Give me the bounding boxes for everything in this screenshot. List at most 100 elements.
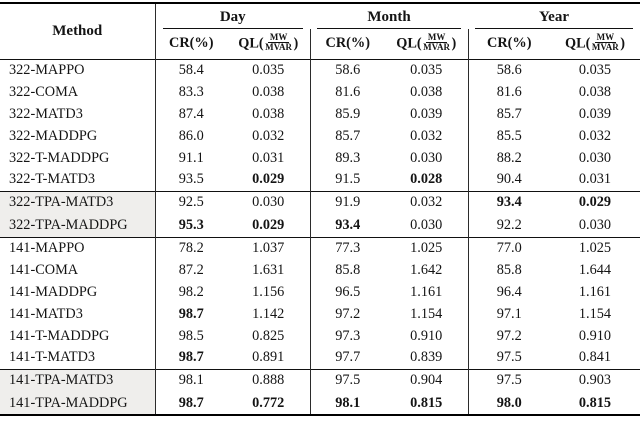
value-cell: 98.1 (178, 372, 204, 389)
value-cell: 85.7 (467, 103, 550, 125)
method-cell: 322-MADDPG (0, 125, 156, 147)
method-cell: 322-T-MADDPG (0, 147, 156, 169)
ql-fraction: MW MVAR (422, 31, 451, 53)
subheader-ql-month: QL(MW MVAR) (385, 29, 468, 59)
value-cell: 90.4 (467, 169, 550, 191)
value-cell: 58.6 (467, 59, 550, 81)
month-group-rule: Month (317, 9, 461, 29)
value-cell: 98.0 (467, 392, 550, 415)
value-cell: 0.038 (578, 83, 612, 100)
value-cell: 0.888 (252, 372, 285, 389)
value-cell: 77.3 (309, 237, 385, 259)
method-cell: 141-COMA (0, 259, 156, 281)
method-cell: 141-MAPPO (0, 237, 156, 259)
group-header-year: Year (468, 3, 640, 29)
value-cell: 97.2 (467, 325, 550, 347)
value-cell: 98.7 (178, 349, 204, 366)
table-row: 322-MADDPG 86.0 0.032 85.7 0.032 85.5 0.032 (0, 125, 640, 147)
ql-denominator: MVAR (423, 42, 450, 53)
value-cell: 97.7 (309, 347, 385, 369)
value-cell: 0.035 (252, 61, 285, 78)
value-cell: 0.772 (252, 394, 285, 411)
ql-suffix: ) (451, 35, 457, 52)
value-cell: 1.154 (578, 305, 612, 322)
ql-suffix: ) (293, 35, 299, 52)
value-cell: 0.038 (410, 83, 443, 100)
value-cell: 1.142 (252, 305, 285, 322)
value-cell: 91.9 (309, 191, 385, 214)
value-cell: 0.825 (252, 327, 285, 344)
day-group-rule: Day (162, 9, 303, 29)
value-cell: 85.7 (309, 125, 385, 147)
value-cell: 97.3 (309, 325, 385, 347)
value-cell: 98.7 (178, 394, 204, 411)
value-cell: 0.903 (578, 372, 612, 389)
value-cell: 0.030 (410, 216, 443, 233)
value-cell: 1.161 (410, 283, 443, 300)
table-row: 322-T-MATD3 93.5 0.029 91.5 0.028 90.4 0.031 (0, 169, 640, 191)
value-cell: 0.815 (578, 394, 612, 411)
ql-denominator: MVAR (265, 42, 292, 53)
value-cell: 93.5 (178, 171, 204, 188)
method-cell: 322-COMA (0, 81, 156, 103)
value-cell: 0.910 (578, 327, 612, 344)
day-group-label: Day (219, 9, 246, 25)
ql-suffix: ) (620, 35, 626, 52)
value-cell: 58.4 (178, 61, 204, 78)
ql-fraction: MW MVAR (591, 31, 620, 53)
method-cell: 141-MADDPG (0, 281, 156, 303)
table-row: 322-TPA-MADDPG 95.3 0.029 93.4 0.030 92.2 0.03… (0, 214, 640, 237)
value-cell: 0.029 (252, 216, 285, 233)
year-group-label: Year (539, 9, 569, 25)
value-cell: 85.9 (309, 103, 385, 125)
value-cell: 1.644 (578, 261, 612, 278)
value-cell: 97.1 (467, 303, 550, 325)
month-group-label: Month (367, 9, 411, 25)
ql-numerator: MW (425, 31, 448, 44)
table-row: 322-TPA-MATD3 92.5 0.030 91.9 0.032 93.4 0.029 (0, 191, 640, 214)
value-cell: 88.2 (467, 147, 550, 169)
value-cell: 1.161 (578, 283, 612, 300)
method-cell: 322-T-MATD3 (0, 169, 156, 191)
value-cell: 81.6 (309, 81, 385, 103)
value-cell: 96.4 (467, 281, 550, 303)
value-cell: 87.4 (178, 105, 204, 122)
table-row: 141-TPA-MADDPG 98.7 0.772 98.1 0.815 98.0 0.81… (0, 392, 640, 415)
subheader-row: CR(%) QL(MW MVAR) CR(%) QL(MW MVAR) CR(%) … (0, 29, 640, 59)
value-cell: 0.032 (410, 194, 443, 211)
value-cell: 0.032 (252, 127, 285, 144)
table-row: 322-T-MADDPG 91.1 0.031 89.3 0.030 88.2 0.030 (0, 147, 640, 169)
value-cell: 0.910 (410, 327, 443, 344)
value-cell: 0.030 (578, 216, 612, 233)
value-cell: 97.2 (309, 303, 385, 325)
value-cell: 97.5 (467, 347, 550, 369)
value-cell: 0.030 (578, 149, 612, 166)
value-cell: 0.038 (252, 105, 285, 122)
method-column-header: Method (0, 3, 156, 59)
table-row: 141-MAPPO 78.2 1.037 77.3 1.025 77.0 1.025 (0, 237, 640, 259)
value-cell: 78.2 (178, 239, 204, 256)
value-cell: 85.5 (467, 125, 550, 147)
table-row: 141-COMA 87.2 1.631 85.8 1.642 85.8 1.644 (0, 259, 640, 281)
value-cell: 1.037 (252, 239, 285, 256)
value-cell: 58.6 (309, 59, 385, 81)
value-cell: 96.5 (309, 281, 385, 303)
value-cell: 86.0 (178, 127, 204, 144)
value-cell: 95.3 (178, 216, 204, 233)
value-cell: 87.2 (178, 261, 204, 278)
ql-numerator: MW (267, 31, 290, 44)
value-cell: 0.029 (578, 194, 612, 211)
ql-numerator: MW (594, 31, 617, 44)
value-cell: 97.5 (467, 369, 550, 392)
table-row: 141-MADDPG 98.2 1.156 96.5 1.161 96.4 1.161 (0, 281, 640, 303)
group-header-month: Month (310, 3, 468, 29)
value-cell: 97.5 (309, 369, 385, 392)
highlighted-row-group: 322-TPA-MATD3 92.5 0.030 91.9 0.032 93.4 0.029… (0, 191, 640, 237)
method-cell: 322-TPA-MADDPG (0, 214, 156, 237)
table-header: Method Day Month Year CR(%) QL(MW MVAR) C… (0, 3, 640, 59)
table-row: 141-TPA-MATD3 98.1 0.888 97.5 0.904 97.5 0.903 (0, 369, 640, 392)
value-cell: 98.2 (178, 283, 204, 300)
table-row: 141-T-MADDPG 98.5 0.825 97.3 0.910 97.2 0.910 (0, 325, 640, 347)
table-row: 141-MATD3 98.7 1.142 97.2 1.154 97.1 1.154 (0, 303, 640, 325)
value-cell: 0.031 (578, 171, 612, 188)
